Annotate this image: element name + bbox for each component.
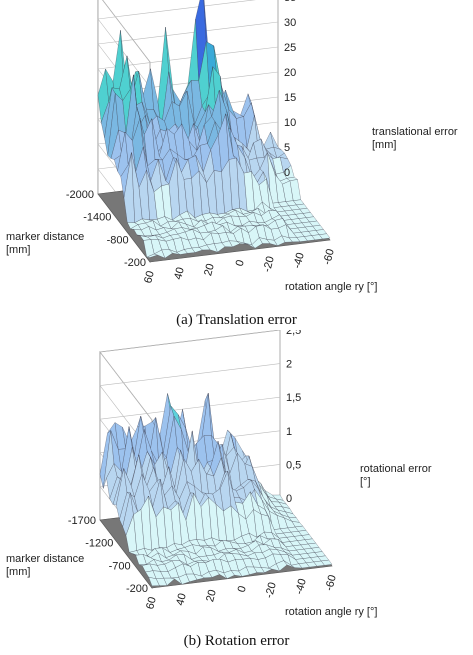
y-axis-title: marker distance (6, 553, 84, 565)
z-tick-label: 2 (286, 359, 292, 371)
y-tick-label: -2000 (66, 189, 94, 201)
x-tick-label: -20 (263, 581, 279, 599)
z-axis-title: [°] (360, 476, 371, 488)
z-tick-label: 0 (286, 493, 292, 505)
x-tick-label: 0 (234, 259, 247, 268)
z-tick-label: 0,5 (286, 459, 301, 471)
z-gridline (99, 363, 281, 386)
x-tick-label: -60 (323, 574, 339, 592)
surface-facet (318, 233, 331, 240)
y-tick-label: -1700 (68, 515, 96, 527)
x-tick-label: 40 (172, 266, 187, 281)
z-gridline (97, 21, 279, 45)
surface (99, 392, 333, 586)
z-gridline (97, 0, 256, 20)
y-tick-label: -200 (126, 583, 148, 595)
x-tick-label: 20 (202, 262, 217, 277)
z-gridline (99, 396, 281, 420)
y-tick-label: -700 (109, 560, 131, 572)
x-tick-label: 0 (236, 585, 249, 594)
z-tick-label: 10 (284, 117, 296, 129)
z-tick-label: 15 (284, 92, 296, 104)
z-tick-label: 2,5 (286, 330, 301, 337)
caption-b: (b) Rotation error (183, 633, 290, 649)
caption-a: (a) Translation error (176, 312, 297, 328)
z-tick-label: 5 (284, 142, 290, 154)
y-tick-label: -800 (107, 234, 129, 246)
y-tick-label: -1200 (85, 538, 113, 550)
z-gridline (99, 330, 281, 353)
rotation-error-chart: 0 0,5 1 1,5 2 2,5 -1700 -1200 -700 -200 60 40 20 0 -20… (0, 330, 473, 630)
z-tick-label: 20 (284, 67, 296, 79)
x-tick-label: -20 (261, 255, 277, 273)
z-axis-title: translational error (372, 126, 458, 138)
z-gridline-side (97, 18, 151, 88)
y-tick-label: -200 (124, 257, 146, 269)
x-tick-label: -60 (321, 248, 337, 266)
x-axis-title: rotation angle ry [°] (285, 281, 377, 293)
z-tick-label: 0 (284, 167, 290, 179)
x-tick-label: -40 (291, 251, 307, 269)
surface (97, 0, 331, 259)
x-tick-label: 60 (144, 596, 159, 611)
y-axis-title: [mm] (6, 244, 30, 256)
x-tick-label: 60 (142, 270, 157, 285)
y-axis-title: [mm] (6, 566, 30, 578)
z-axis-title: rotational error (360, 463, 432, 475)
y-tick-label: -1400 (83, 212, 111, 224)
z-tick-label: 1 (286, 426, 292, 438)
y-axis-title: marker distance (6, 231, 84, 243)
x-tick-label: 20 (204, 588, 219, 603)
x-tick-label: 40 (174, 592, 189, 607)
z-tick-label: 25 (284, 42, 296, 54)
z-gridline-side (99, 351, 153, 421)
translation-error-plot: 0510152025303540-2000-1400-800-200604020… (6, 0, 458, 293)
z-tick-label: 1,5 (286, 392, 301, 404)
z-tick-label: 30 (284, 17, 296, 29)
z-gridline-side (102, 0, 151, 63)
z-tick-label: 35 (284, 0, 296, 4)
z-axis-title: [mm] (372, 139, 396, 151)
translation-error-chart: 0510152025303540-2000-1400-800-200604020… (0, 0, 473, 310)
surface-facet (320, 559, 333, 566)
x-tick-label: -40 (293, 577, 309, 595)
x-axis-title: rotation angle ry [°] (285, 606, 377, 618)
